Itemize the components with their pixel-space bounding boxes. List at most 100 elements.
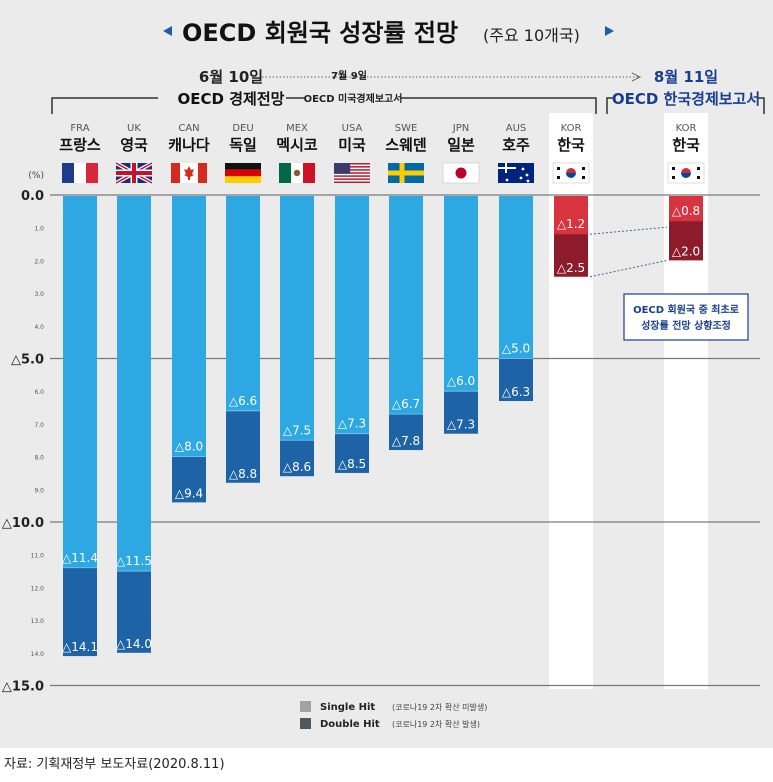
- country-code: MEX: [286, 123, 308, 134]
- y-tick-label-minor: 12.0: [31, 585, 45, 592]
- country-name: 독일: [229, 136, 257, 154]
- country-code: UK: [127, 123, 141, 134]
- data-label-single: △6.0: [447, 374, 475, 388]
- timeline-arrow-icon: [631, 72, 642, 82]
- july-date: 7월 9일: [331, 69, 367, 82]
- annotation-line2: 성장률 전망 상향조정: [641, 319, 731, 332]
- data-label-single: △7.3: [338, 417, 366, 431]
- bar-double-hit: [554, 234, 588, 277]
- country-code: DEU: [232, 123, 253, 134]
- annotation-line1: OECD 회원국 중 최초로: [633, 303, 739, 316]
- country-jpn: JPN 일본 △6.0 △7.3: [444, 123, 478, 434]
- legend-label-double: Double Hit: [320, 719, 380, 730]
- data-label-double: △14.1: [62, 640, 98, 654]
- bar-single-hit: [499, 196, 533, 359]
- bar-single-hit: [554, 196, 588, 235]
- y-tick-label-minor: 11.0: [31, 553, 45, 560]
- flag-band: [198, 163, 207, 183]
- flag-trigram: [672, 176, 675, 179]
- bar-single-hit: [172, 196, 206, 457]
- data-label-double: △2.5: [557, 261, 585, 275]
- flag-band: [171, 163, 180, 183]
- flag-stripe: [303, 163, 315, 183]
- data-label-single: △11.4: [62, 551, 98, 565]
- flag-stripe: [225, 176, 261, 183]
- bar-single-hit: [335, 196, 369, 434]
- swe-flag-icon: [388, 163, 424, 183]
- bar-single-hit: [63, 196, 97, 568]
- y-tick-label-minor: 7.0: [34, 422, 44, 429]
- flag-cross: [116, 171, 152, 175]
- june-bracket-right: [400, 97, 597, 114]
- flag-stripe: [334, 166, 370, 168]
- can-flag-icon: [171, 163, 207, 183]
- kor-flag-icon: [552, 162, 590, 184]
- country-code: CAN: [178, 123, 199, 134]
- country-code: JPN: [452, 123, 469, 134]
- data-label-double: △8.8: [229, 467, 257, 481]
- y-tick-label-minor: 3.0: [34, 291, 44, 298]
- data-label-double: △7.8: [392, 434, 420, 448]
- kor-flag-icon: [667, 162, 705, 184]
- fra-flag-icon: [62, 163, 98, 183]
- usa-flag-icon: [334, 163, 370, 183]
- country-name: 일본: [447, 136, 475, 154]
- y-tick-label-major: △10.0: [2, 516, 44, 531]
- title-left-arrow-icon: [163, 26, 172, 36]
- country-name: 미국: [338, 136, 366, 154]
- mex-flag-icon: [279, 163, 315, 183]
- august-label: OECD 한국경제보고서: [612, 90, 760, 108]
- bar-double-hit: [172, 456, 206, 503]
- y-tick-label-minor: 1.0: [34, 226, 44, 233]
- title-sub: (주요 10개국): [483, 26, 580, 45]
- country-uk: UK 영국 △11.5 △14.0: [116, 123, 152, 653]
- country-can: CAN 캐나다 △8.0 △9.4: [168, 123, 210, 503]
- country-code: USA: [342, 123, 363, 134]
- y-tick-label-minor: 6.0: [34, 389, 44, 396]
- country-name: 호주: [502, 136, 530, 154]
- flag-union: [498, 167, 516, 169]
- data-label-single: △5.0: [502, 342, 530, 356]
- data-label-double: △7.3: [447, 418, 475, 432]
- data-label-single: △7.5: [283, 423, 311, 437]
- flag-star: [526, 179, 530, 183]
- data-label-single: △8.0: [175, 440, 203, 454]
- legend-note-single: (코로나19 2차 확산 미발생): [392, 702, 487, 712]
- flag-stripe: [279, 163, 291, 183]
- y-tick-label-major: △15.0: [2, 680, 44, 695]
- august-date: 8월 11일: [654, 68, 718, 86]
- y-tick-label-minor: 14.0: [31, 651, 45, 658]
- maple-leaf: [184, 166, 194, 180]
- taegeuk-blue: [681, 173, 691, 178]
- flag-stripe: [74, 163, 86, 183]
- country-name: 프랑스: [59, 136, 101, 154]
- taegeuk-blue: [566, 173, 576, 178]
- flag-stripe: [225, 169, 261, 177]
- taegeuk-red: [681, 168, 691, 173]
- taegeuk-red: [566, 168, 576, 173]
- y-tick-label-major: 0.0: [21, 189, 44, 204]
- data-label-double: △9.4: [175, 486, 203, 500]
- august-bracket-right: [758, 97, 765, 114]
- jpn-flag-icon: [442, 162, 480, 184]
- data-label-single: △0.8: [672, 204, 700, 218]
- source-note: 자료: 기획재정부 보도자료(2020.8.11): [4, 757, 225, 772]
- data-label-single: △6.7: [392, 397, 420, 411]
- legend-swatch-single: [300, 701, 311, 712]
- flag-stripe: [334, 163, 370, 165]
- aus-flag-icon: [498, 163, 534, 183]
- country-name: 한국: [672, 136, 700, 154]
- data-label-double: △6.3: [502, 385, 530, 399]
- flag-trigram: [697, 176, 700, 179]
- deu-flag-icon: [225, 163, 261, 183]
- country-kor: KOR 한국 △1.2 △2.5: [554, 123, 588, 277]
- flag-disc: [455, 167, 467, 179]
- flag-trigram: [672, 167, 675, 170]
- country-code: KOR: [676, 123, 697, 134]
- flag-trigram: [557, 176, 560, 179]
- flag-cross: [388, 170, 424, 176]
- june-date: 6월 10일: [199, 68, 263, 86]
- country-fra: FRA 프랑스 △11.4 △14.1: [59, 123, 101, 657]
- flag-stripe: [62, 163, 74, 183]
- flag-stripe: [334, 169, 370, 171]
